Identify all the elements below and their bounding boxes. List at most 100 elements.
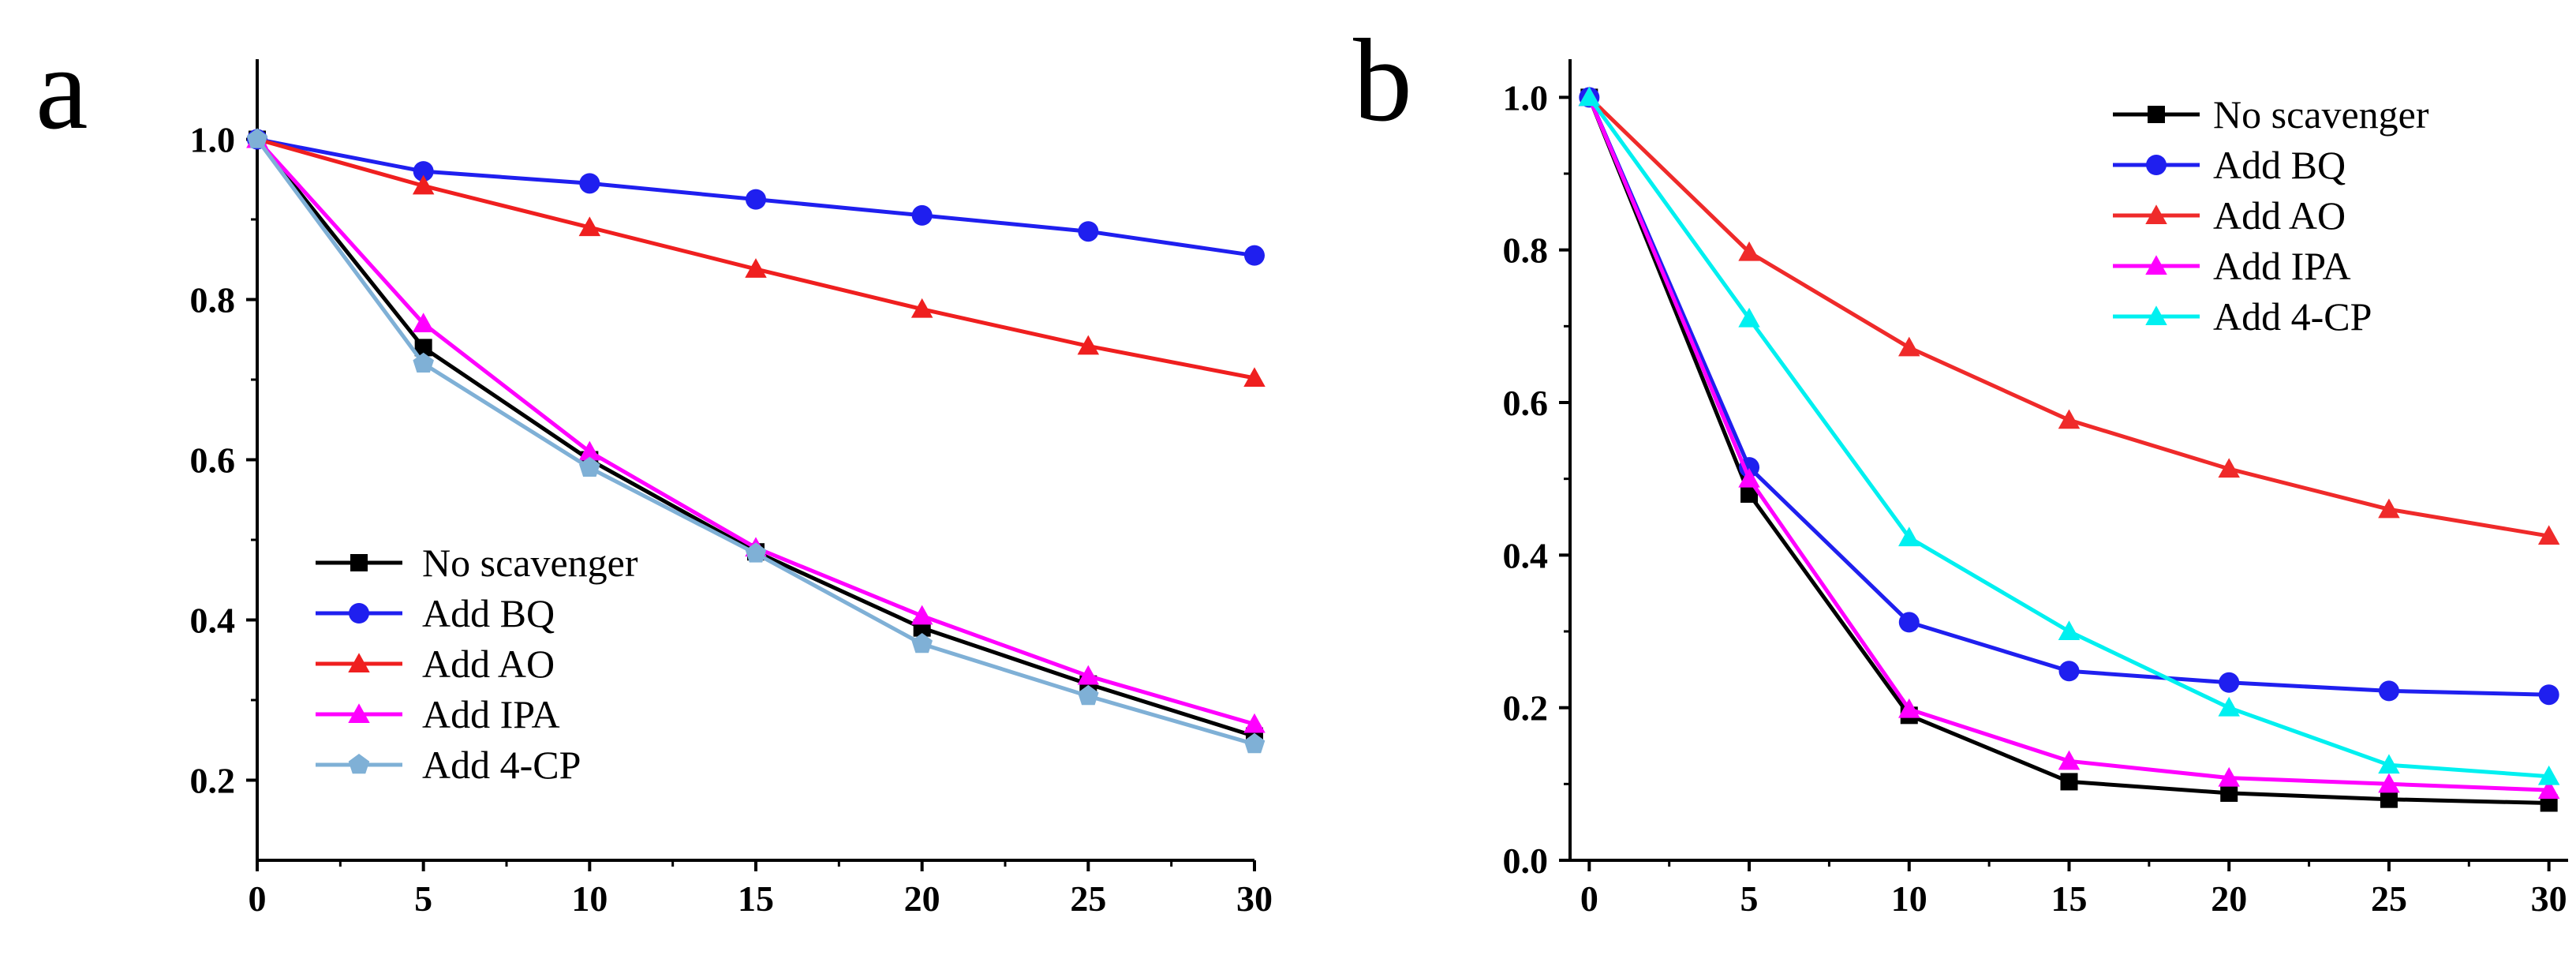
data-point [412, 313, 435, 332]
x-tick-label: 10 [571, 878, 608, 919]
data-point [2058, 750, 2081, 770]
y-tick-label: 1.0 [1503, 77, 1549, 118]
legend-label: Add IPA [422, 692, 560, 736]
data-point [2058, 661, 2080, 682]
data-point [2537, 525, 2560, 545]
series-line-2 [1587, 96, 2549, 697]
data-point [413, 352, 434, 373]
panel-a-letter: a [36, 23, 88, 154]
data-point [910, 298, 933, 318]
y-tick-label: 0.8 [190, 280, 236, 320]
legend-label: Add BQ [422, 591, 555, 635]
x-tick-label: 15 [738, 878, 774, 919]
data-point [578, 216, 601, 237]
legend: No scavenger Add BQ Add AO Add IPA Add 4-CP [2113, 92, 2429, 339]
data-point [2058, 620, 2081, 640]
legend-label: Add AO [422, 642, 555, 686]
legend-marker [2148, 106, 2165, 123]
data-point [2537, 765, 2560, 785]
data-point [1243, 713, 1266, 733]
data-point [579, 456, 600, 477]
y-tick-label: 0.4 [1503, 535, 1549, 575]
x-tick-label: 0 [249, 878, 267, 919]
data-point [2378, 680, 2399, 702]
data-point [1898, 526, 1920, 547]
data-point [746, 189, 766, 210]
legend-marker [348, 703, 370, 723]
data-point [2380, 790, 2398, 808]
data-point [2538, 684, 2559, 706]
data-point [414, 339, 432, 357]
data-point [910, 605, 933, 625]
x-tick-label: 10 [1891, 878, 1927, 919]
legend-marker [350, 554, 368, 571]
data-point [2218, 458, 2240, 478]
data-point [2220, 784, 2238, 802]
panel-a-chart: a 0 5 10 15 20 25 30 0.2 0.4 0.6 0.8 1.0 No scavenge… [36, 23, 1273, 919]
y-tick-label: 0.6 [1503, 383, 1549, 423]
legend-marker [349, 603, 369, 624]
series-line-5 [255, 138, 1255, 747]
x-tick-label: 5 [1740, 878, 1759, 919]
y-tick-label: 0.6 [190, 440, 236, 481]
data-point [745, 542, 767, 563]
legend-label: Add 4-CP [422, 743, 581, 787]
data-point [2378, 773, 2400, 793]
legend-marker [2145, 305, 2167, 325]
legend: No scavenger Add BQ Add AO Add IPA Add 4-CP [316, 541, 638, 787]
data-point [2378, 754, 2400, 774]
x-tick-label: 5 [414, 878, 432, 919]
legend-label: Add AO [2213, 193, 2346, 238]
data-point [1738, 241, 1760, 261]
series-line-1 [256, 137, 1255, 739]
legend-marker [348, 754, 370, 774]
data-point [2378, 498, 2400, 519]
x-tick-label: 20 [2211, 878, 2247, 919]
x-tick-label: 25 [2371, 878, 2407, 919]
series-line-1 [1587, 96, 2549, 805]
data-point [1078, 684, 1099, 706]
legend-label: No scavenger [422, 541, 638, 585]
data-point [246, 128, 268, 148]
x-tick-label: 30 [2531, 878, 2567, 919]
y-tick-label: 0.2 [190, 761, 236, 801]
panel-b-letter: b [1353, 15, 1412, 146]
y-tick-label: 0.0 [1503, 841, 1549, 881]
y-tick-label: 0.2 [1503, 688, 1549, 728]
x-tick-label: 15 [2051, 878, 2088, 919]
series-line-4 [256, 137, 1255, 726]
data-point [1243, 367, 1266, 387]
data-point [578, 440, 601, 461]
x-tick-label: 25 [1070, 878, 1106, 919]
data-point [1738, 307, 1760, 328]
data-point [2218, 696, 2240, 717]
legend-label: Add 4-CP [2213, 294, 2372, 339]
series-line-3 [1587, 96, 2550, 538]
y-tick-label: 1.0 [190, 120, 236, 160]
y-tick-label: 0.8 [1503, 230, 1549, 271]
data-point [1578, 86, 1601, 107]
data-point [1244, 245, 1265, 266]
data-point [2219, 672, 2240, 693]
data-point [413, 161, 434, 182]
data-point [2060, 773, 2078, 791]
data-point [1077, 665, 1100, 685]
data-point [1740, 485, 1759, 503]
data-point [1077, 335, 1100, 355]
series-line-4 [1587, 96, 2549, 792]
x-tick-label: 30 [1236, 878, 1273, 919]
data-point [911, 204, 933, 226]
data-point [412, 174, 435, 195]
data-point [2537, 779, 2560, 800]
data-point [2218, 766, 2240, 787]
x-tick-label: 0 [1580, 878, 1598, 919]
legend-label: Add BQ [2213, 143, 2346, 187]
panel-b-chart: b 0 5 10 15 20 25 30 0.0 0.2 0.4 0.6 0.8 1.0 No scave… [1353, 15, 2568, 919]
data-point [1898, 698, 1920, 718]
data-point [2058, 409, 2081, 429]
data-point [1898, 336, 1920, 357]
data-point [1898, 612, 1920, 633]
legend-label: Add IPA [2213, 244, 2351, 288]
x-tick-label: 20 [904, 878, 940, 919]
